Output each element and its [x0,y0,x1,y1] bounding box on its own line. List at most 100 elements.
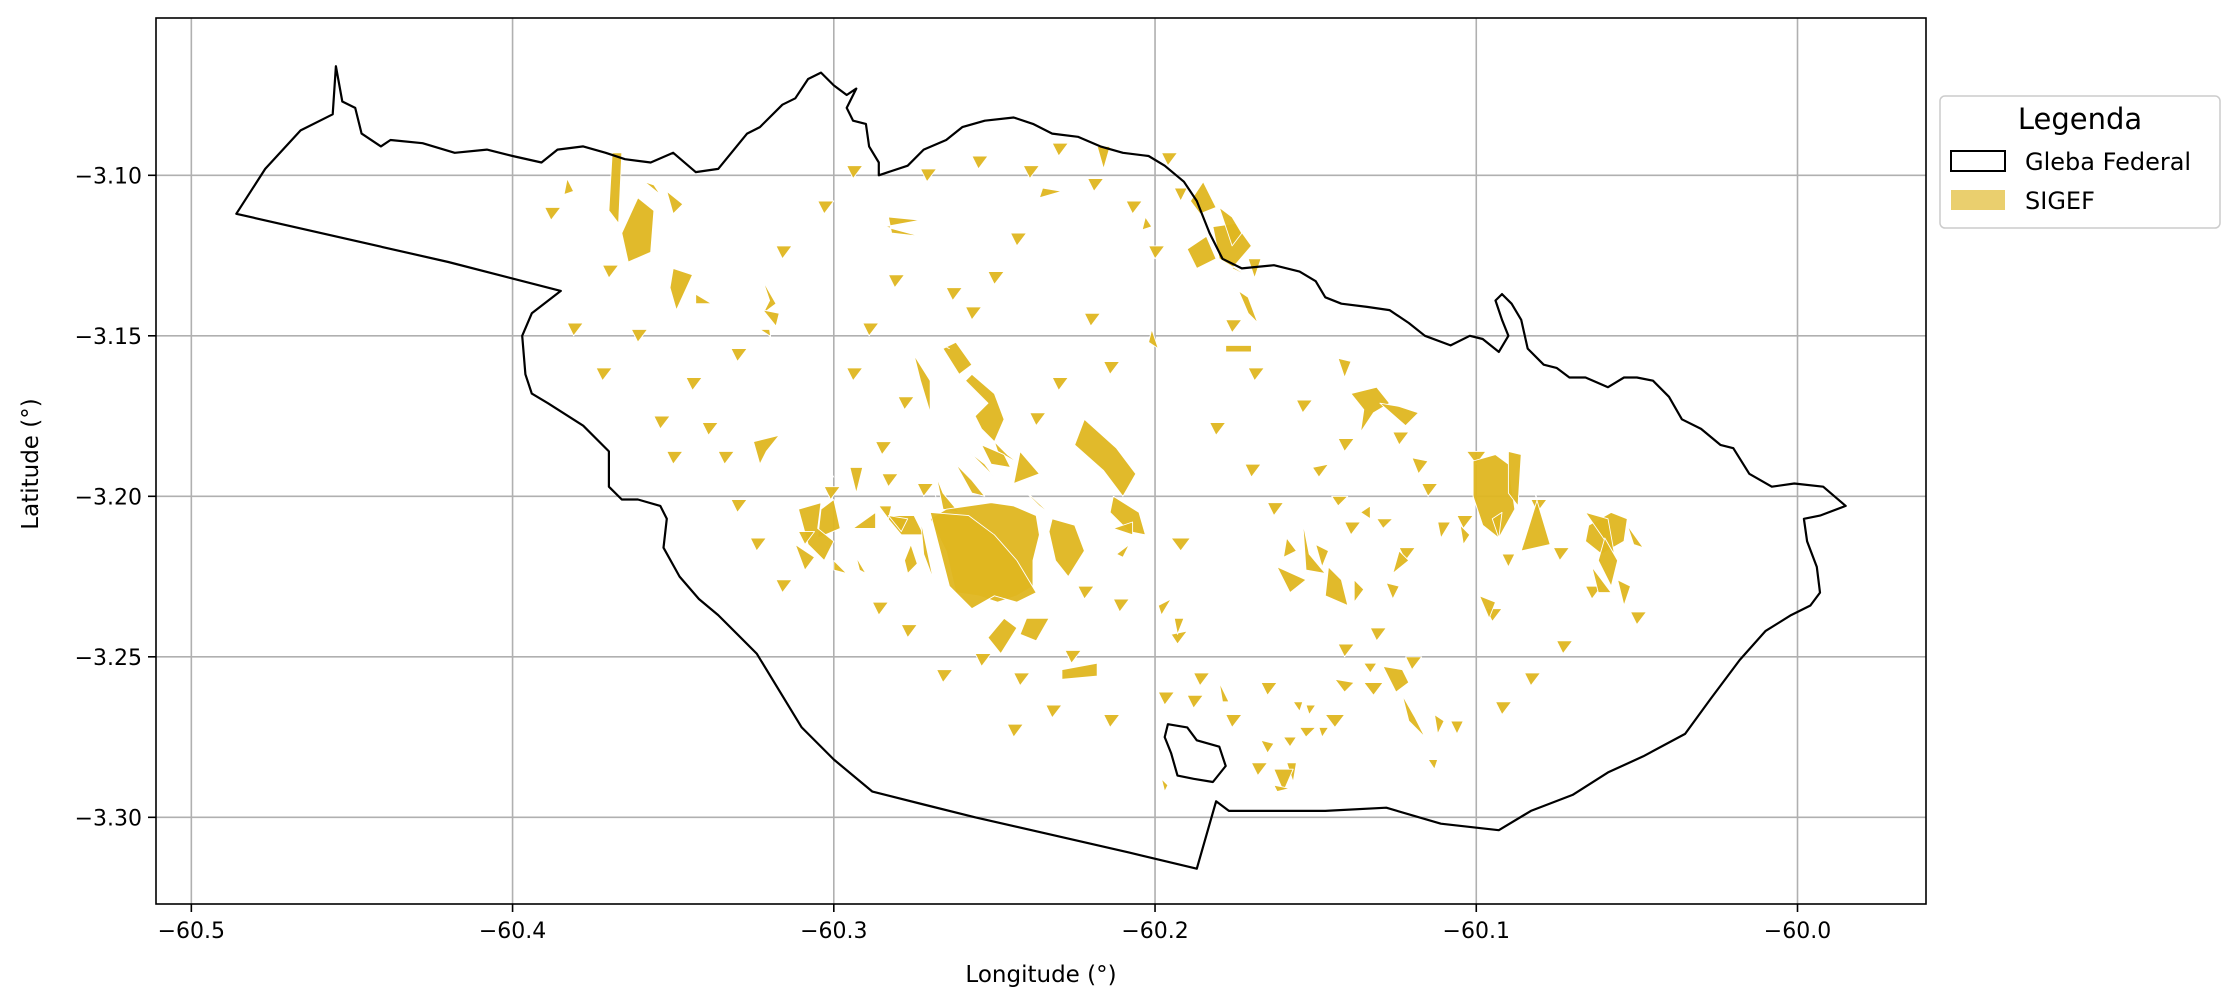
sigef-parcel [595,367,613,382]
sigef-parcel [1109,495,1146,536]
sigef-parcel [1597,537,1619,587]
sigef-parcel [1087,178,1105,192]
sigef-parcel [1626,524,1644,549]
sigef-parcel [1360,505,1371,520]
sigef-parcel [643,181,661,196]
sigef-parcel [666,190,684,215]
sigef-parcel [669,267,693,311]
sigef-parcel [566,322,584,337]
sigef-parcel [544,206,562,221]
sigef-parcel [852,511,877,529]
y-axis-label: Latitude (°) [18,398,44,529]
sigef-parcel [1344,521,1362,536]
sigef-parcel [1250,762,1268,777]
sigef-parcel [762,309,780,327]
sigef-parcel [1556,640,1574,655]
sigef-parcel [1524,672,1541,687]
sigef-parcel [1170,537,1191,552]
sigef-parcel [1173,617,1185,635]
sigef-parcel [1353,579,1365,603]
sigef-parcel [685,377,703,391]
sigef-parcel [1337,643,1355,658]
sigef-parcel [1630,611,1647,626]
sigef-parcel [1051,142,1069,157]
sigef-parcel [1038,187,1063,199]
y-tick-label: −3.30 [75,806,142,831]
sigef-parcel [826,466,835,478]
sigef-parcel [794,544,815,571]
sigef-parcel [1013,479,1053,517]
sigef-parcel [1472,454,1516,539]
sigef-parcel [968,450,995,478]
sigef-parcel [798,531,815,545]
sigef-parcel [1456,515,1474,529]
sigef-parcel [1344,415,1358,423]
y-tick-label: −3.25 [75,646,142,671]
sigef-parcel [929,511,1037,610]
sigef-parcel [1010,232,1027,247]
sigef-parcel [1427,759,1439,770]
sigef-parcel [1260,682,1278,696]
sigef-parcel [887,515,909,533]
sigef-parcel [1161,778,1169,793]
sigef-parcel [1376,518,1394,529]
sigef-parcel [1495,701,1513,716]
sigef-parcel [1170,630,1188,645]
map-layers [235,65,1847,870]
sigef-parcel [1324,714,1346,728]
sigef-parcel [1083,312,1101,327]
x-tick-label: −60.5 [158,919,225,944]
sigef-parcel [971,155,989,170]
sigef-parcel [730,499,748,513]
sigef-parcel [1392,431,1410,446]
x-tick-label: −60.4 [479,919,546,944]
sigef-parcel [1019,617,1050,642]
sigef-parcel [1225,714,1243,728]
sigef-parcel [849,466,864,494]
sigef-parcel [1276,566,1307,594]
legend-label-sigef: SIGEF [2025,187,2095,215]
sigef-parcel [936,669,954,683]
sigef-parcel [1479,595,1496,619]
y-tick-label: −3.15 [75,325,142,350]
axis-ticks: −60.5 −60.4 −60.3 −60.2 −60.1 −60.0 −3.10 −3.15… [75,164,1832,944]
sigef-parcel [1299,726,1317,738]
sigef-parcel [900,624,918,639]
sigef-parcel [1501,553,1516,568]
sigef-parcel [1006,723,1024,738]
sigef-parcel [1193,672,1211,687]
legend-frame [1939,95,2221,229]
sigef-parcel [1141,216,1153,231]
sigef-parcel [936,341,950,350]
sigef-parcel [955,463,986,497]
grid-lines [156,18,1926,904]
legend: Legenda Gleba Federal SIGEF [1939,95,2221,229]
sigef-parcel [965,306,983,321]
sigef-parcel [1186,694,1204,709]
legend-swatch-gleba-federal [1950,150,2006,172]
sigef-parcel [913,354,931,414]
sigef-parcel [920,168,938,183]
sigef-parcel [904,544,918,574]
sigef-parcel [974,653,992,667]
sigef-parcel [1267,502,1284,517]
sigef-parcel [942,341,973,375]
x-tick-label: −60.1 [1443,919,1510,944]
sigef-parcel [1273,768,1294,793]
plot-area [156,18,1926,904]
y-tick-label: −3.20 [75,485,142,510]
sigef-parcel [701,422,719,436]
sigef-parcel [1363,682,1384,696]
sigef-parcel [1421,483,1439,497]
sigef-parcel [1385,582,1400,600]
sigef-parcel [1401,694,1426,738]
x-axis-label: Longitude (°) [965,962,1116,988]
sigef-parcel [1209,422,1227,436]
sigef-layer [544,133,1647,793]
sigef-parcel [1369,627,1387,642]
sigef-parcel [1292,701,1304,712]
sigef-parcel [1112,598,1130,613]
sigef-parcel [1022,165,1040,179]
sigef-parcel [1360,637,1371,651]
sigef-parcel [653,415,671,430]
